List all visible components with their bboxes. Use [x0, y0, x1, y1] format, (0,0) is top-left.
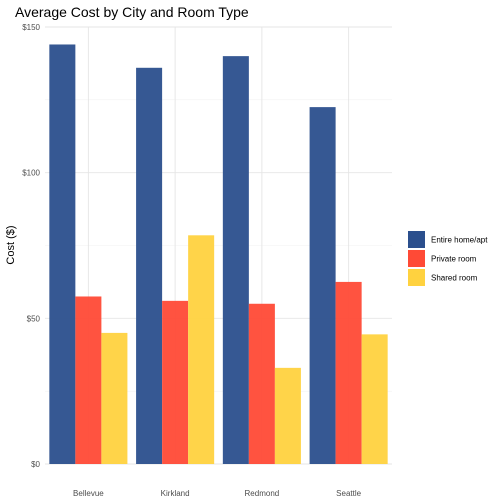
x-tick-label: Bellevue: [73, 489, 104, 498]
y-tick-label: $100: [22, 169, 40, 178]
legend-label: Entire home/apt: [431, 236, 488, 245]
bar-kirkland-3: [188, 235, 215, 464]
bar-seattle-1: [309, 107, 336, 464]
bar-seattle-2: [335, 281, 362, 464]
bar-bellevue-3: [101, 332, 128, 464]
bar-redmond-3: [274, 367, 301, 464]
x-tick-label: Kirkland: [161, 489, 190, 498]
bar-bellevue-2: [75, 296, 102, 464]
x-tick-label: Redmond: [245, 489, 280, 498]
bar-kirkland-2: [162, 300, 189, 464]
legend-swatch: [408, 269, 425, 286]
legend-swatch: [408, 250, 425, 267]
bar-redmond-1: [222, 56, 249, 465]
y-axis-title: Cost ($): [5, 225, 17, 264]
legend-swatch: [408, 231, 425, 248]
legend-label: Private room: [431, 255, 477, 264]
chart-title: Average Cost by City and Room Type: [15, 4, 249, 20]
bar-kirkland-1: [136, 67, 163, 464]
legend-label: Shared room: [431, 274, 478, 283]
y-tick-label: $50: [27, 314, 41, 323]
bars: [49, 44, 388, 465]
bar-redmond-2: [248, 303, 275, 464]
legend: Entire home/apt Private room Shared room: [408, 231, 488, 286]
bar-bellevue-1: [49, 44, 76, 464]
x-tick-label: Seattle: [336, 489, 361, 498]
bar-seattle-3: [361, 334, 388, 464]
y-tick-label: $150: [22, 23, 40, 32]
y-tick-label: $0: [31, 460, 40, 469]
y-axis-ticks: $0 $50 $100 $150: [22, 23, 40, 469]
x-axis-ticks: Bellevue Kirkland Redmond Seattle: [73, 489, 362, 498]
